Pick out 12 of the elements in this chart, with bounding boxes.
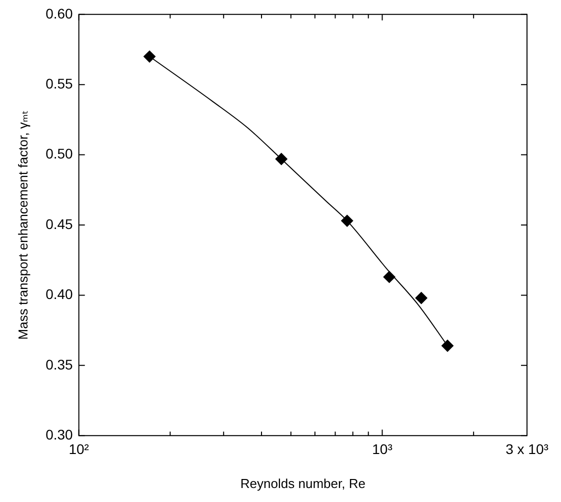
x-axis-title: Reynolds number, Re bbox=[240, 476, 366, 491]
y-tick-label: 0.35 bbox=[46, 356, 74, 372]
y-tick-label: 0.55 bbox=[46, 75, 74, 92]
y-tick-label: 0.45 bbox=[46, 216, 74, 232]
y-axis-title: Mass transport enhancement factor, γₘₜ bbox=[15, 110, 30, 340]
x-tick-label: 10² bbox=[68, 440, 90, 457]
x-tick-label: 3 x 10³ bbox=[506, 440, 549, 457]
x-tick-label: 10³ bbox=[372, 440, 393, 457]
y-tick-label: 0.40 bbox=[46, 286, 74, 302]
y-tick-label: 0.50 bbox=[46, 146, 74, 162]
y-tick-label: 0.30 bbox=[46, 426, 74, 442]
y-tick-label: 0.60 bbox=[46, 5, 74, 22]
